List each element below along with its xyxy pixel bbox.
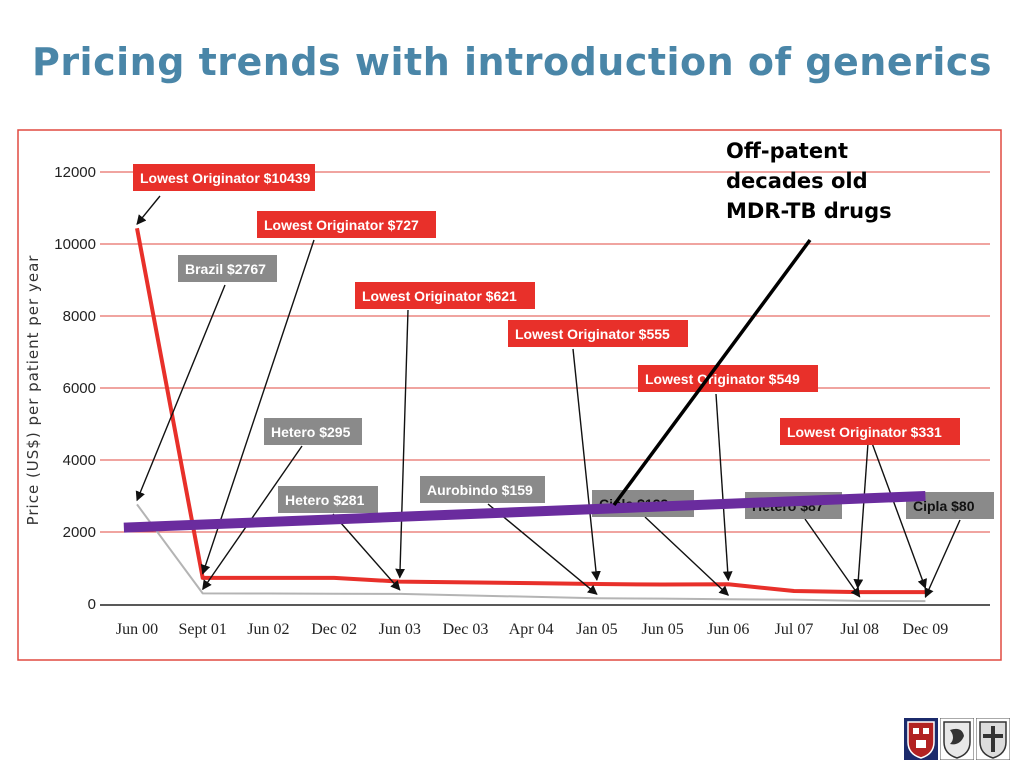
price-label-9: Aurobindo $159 xyxy=(427,482,533,498)
y-tick-label-2000: 2000 xyxy=(63,524,96,541)
y-tick-label-12000: 12000 xyxy=(54,164,96,181)
annotation-pointer-line xyxy=(612,238,812,507)
y-tick-label-8000: 8000 xyxy=(63,308,96,325)
x-tick-label-2: Jun 02 xyxy=(247,621,289,638)
price-label-7: Hetero $295 xyxy=(271,424,351,440)
x-tick-label-9: Jun 06 xyxy=(707,621,749,638)
x-tick-label-1: Sept 01 xyxy=(178,621,226,638)
y-tick-label-10000: 10000 xyxy=(54,236,96,253)
originator-label-box-2 xyxy=(355,282,535,309)
x-tick-label-12: Dec 09 xyxy=(903,621,949,638)
price-label-5: Lowest Originator $331 xyxy=(787,424,942,440)
label-arrow-1-0 xyxy=(200,239,315,575)
price-label-8: Hetero $281 xyxy=(285,492,365,508)
x-tick-label-0: Jun 00 xyxy=(116,621,158,638)
originator-label-box-4 xyxy=(638,365,818,392)
generic-price-line xyxy=(136,503,926,603)
x-tick-label-4: Jun 03 xyxy=(379,621,421,638)
x-tick-label-5: Dec 03 xyxy=(443,621,489,638)
series-layer xyxy=(135,227,926,603)
label-arrow-9-0 xyxy=(487,503,598,595)
y-tick-label-4000: 4000 xyxy=(63,452,96,469)
price-label-1: Lowest Originator $727 xyxy=(264,217,419,233)
label-arrow-6-0 xyxy=(135,284,226,502)
cross-logo-icon xyxy=(976,718,1010,760)
originator-price-line xyxy=(135,227,926,595)
price-label-12: Cipla $80 xyxy=(913,498,975,514)
axis-layer: 0 2000 4000 6000 8000 10000 12000 Jun 00 Sept 01… xyxy=(54,164,990,638)
y-tick-label-0: 0 xyxy=(88,596,96,613)
label-arrow-5-1 xyxy=(871,442,927,590)
chart-frame xyxy=(17,129,1002,661)
label-arrow-10-0 xyxy=(644,516,730,596)
overlay-layer xyxy=(123,238,926,533)
price-label-2: Lowest Originator $621 xyxy=(362,288,517,304)
label-arrow-5-0 xyxy=(853,442,869,590)
price-label-0: Lowest Originator $10439 xyxy=(140,170,311,186)
price-label-3: Lowest Originator $555 xyxy=(515,326,670,342)
generic-label-box-6 xyxy=(178,255,277,282)
originator-label-box-3 xyxy=(508,320,688,347)
label-arrow-11-0 xyxy=(804,518,861,598)
y-tick-label-6000: 6000 xyxy=(63,380,96,397)
originator-label-box-1 xyxy=(257,211,436,238)
x-tick-label-11: Jul 08 xyxy=(840,621,879,638)
originator-label-box-0 xyxy=(133,164,315,191)
label-arrow-12-0 xyxy=(924,519,961,599)
generic-label-box-9 xyxy=(420,476,545,503)
arrow-layer xyxy=(135,195,961,599)
price-label-6: Brazil $2767 xyxy=(185,261,266,277)
y-axis-label: Price (US$) per patient per year xyxy=(24,255,42,526)
x-tick-label-6: Apr 04 xyxy=(509,621,554,638)
x-tick-label-3: Dec 02 xyxy=(311,621,357,638)
price-label-4: Lowest Originator $549 xyxy=(645,371,800,387)
x-tick-label-7: Jan 05 xyxy=(576,621,617,638)
label-arrow-2-0 xyxy=(395,309,409,579)
institution-logos xyxy=(904,718,1012,762)
label-arrow-0-0 xyxy=(136,195,161,225)
x-tick-label-10: Jul 07 xyxy=(775,621,814,638)
x-tick-label-8: Jun 05 xyxy=(641,621,683,638)
label-arrow-3-0 xyxy=(572,348,601,581)
shield-logo-icon xyxy=(904,718,938,760)
slide-title: Pricing trends with introduction of gene… xyxy=(31,40,993,84)
swirl-logo-icon xyxy=(940,718,974,760)
off-patent-note: Off-patent decades old MDR-TB drugs xyxy=(726,139,892,223)
label-arrow-8-0 xyxy=(332,513,401,591)
label-arrow-4-0 xyxy=(715,393,733,582)
generic-label-box-8 xyxy=(278,486,378,513)
originator-label-box-5 xyxy=(780,418,960,445)
label-layer: Lowest Originator $10439 Lowest Originato… xyxy=(133,164,994,519)
trend-line xyxy=(123,491,926,533)
generic-label-box-7 xyxy=(264,418,362,445)
